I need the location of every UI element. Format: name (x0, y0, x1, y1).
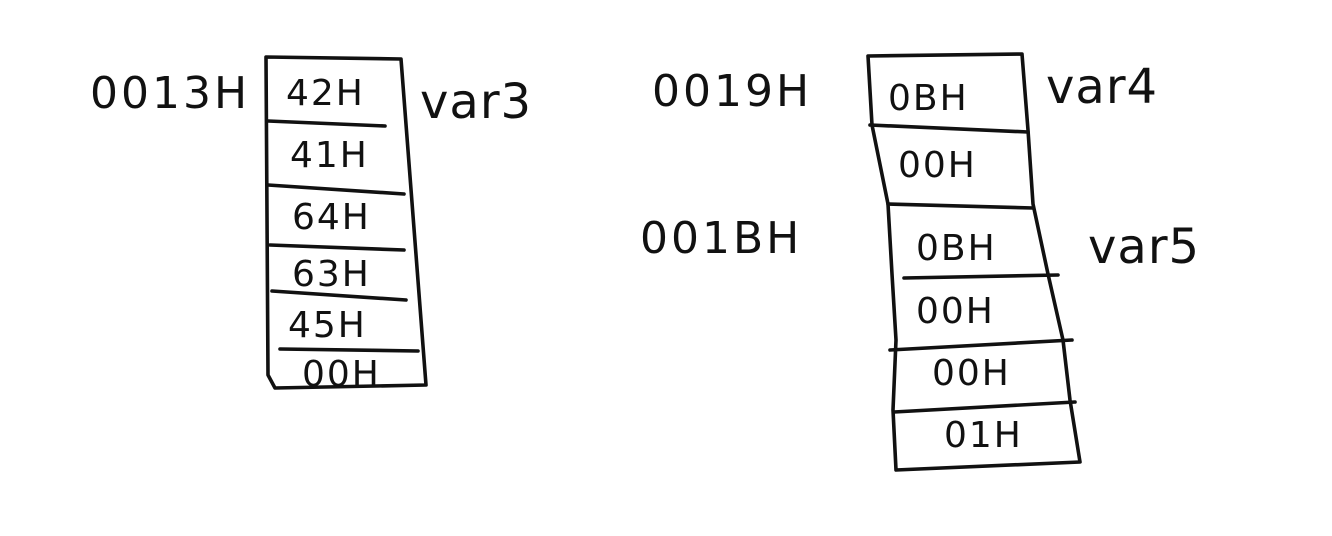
memory-block-var3: 0013H var3 42H 41H 64H 63H 45H 00H (90, 55, 532, 395)
cell-divider (268, 243, 406, 252)
cell-value: 63H (292, 254, 371, 295)
memory-block-var5: 001BH var5 0BH 00H 00H 01H (640, 213, 1200, 456)
cell-divider (278, 347, 420, 353)
variable-label-var4: var4 (1046, 59, 1158, 115)
cell-divider (892, 400, 1077, 414)
cell-value: 00H (302, 354, 381, 395)
cell-divider (266, 183, 406, 196)
cell-value: 0BH (916, 228, 997, 269)
cell-divider (886, 202, 1035, 210)
address-label-001bh: 001BH (640, 213, 802, 264)
cell-divider (270, 289, 408, 302)
address-label-0013h: 0013H (90, 68, 250, 119)
cell-divider (888, 338, 1074, 352)
variable-label-var5: var5 (1088, 219, 1200, 275)
cell-value: 42H (286, 73, 365, 114)
cell-value: 45H (288, 305, 367, 346)
memory-block-outline (866, 52, 1082, 472)
cell-value: 00H (916, 291, 995, 332)
cell-value: 00H (932, 353, 1011, 394)
cell-value: 64H (292, 197, 371, 238)
memory-block-outline (264, 55, 428, 390)
address-label-0019h: 0019H (652, 66, 812, 117)
memory-block-var4: 0019H var4 0BH 00H (652, 59, 1158, 186)
cell-value: 01H (944, 415, 1023, 456)
cell-value: 0BH (888, 78, 969, 119)
cell-divider (868, 123, 1030, 134)
cell-divider (266, 119, 387, 128)
cell-value: 00H (898, 145, 977, 186)
cell-divider (902, 273, 1060, 280)
variable-label-var3: var3 (420, 74, 532, 130)
cell-value: 41H (290, 135, 369, 176)
